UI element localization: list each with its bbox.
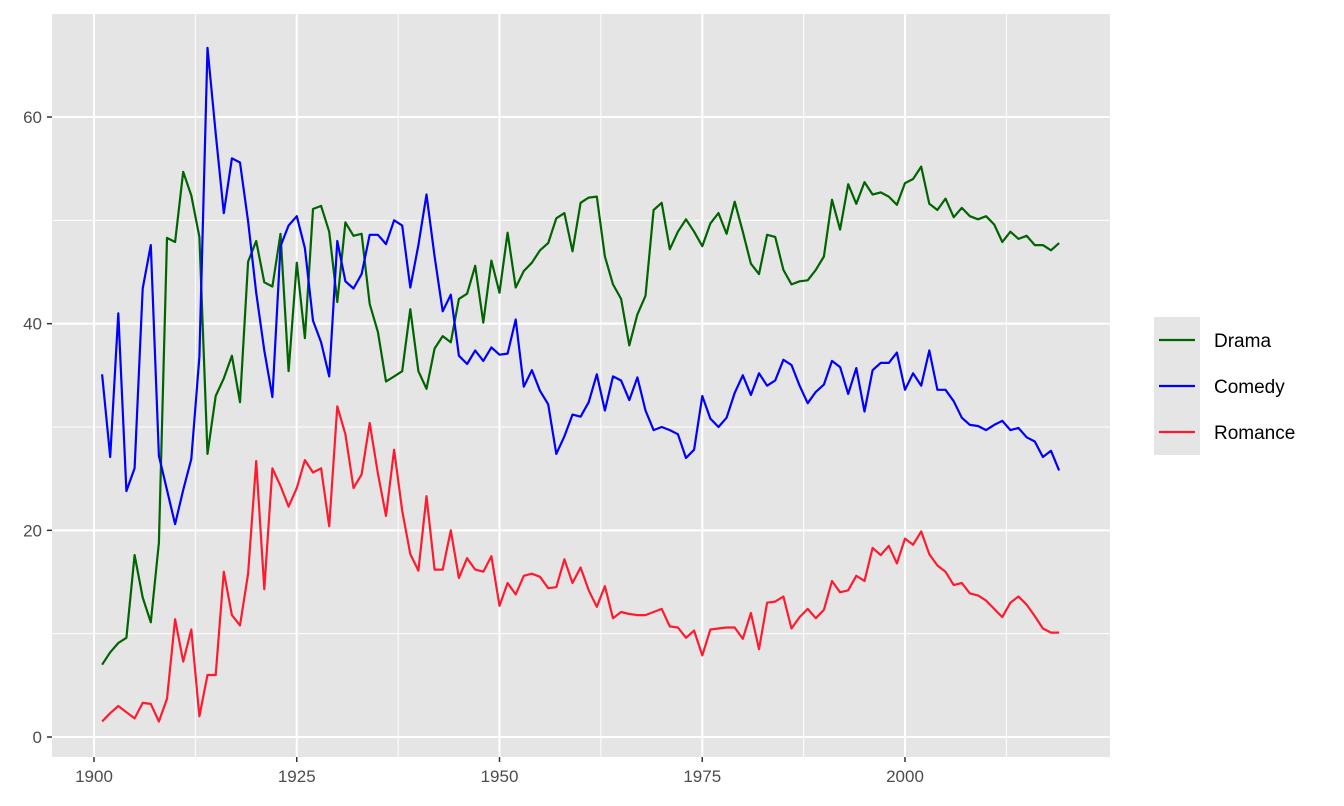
series-line-comedy <box>101 46 1061 526</box>
minor-gridlines <box>52 14 1110 757</box>
legend-label-drama: Drama <box>1214 331 1271 352</box>
legend-label-romance: Romance <box>1214 423 1295 444</box>
y-tick-label: 60 <box>23 108 42 127</box>
y-tick-label: 0 <box>33 728 42 747</box>
x-tick-label: 1950 <box>481 767 519 786</box>
legend-item-comedy: Comedy <box>1159 377 1285 398</box>
y-axis: 0 20 40 60 <box>23 108 52 747</box>
legend-label-comedy: Comedy <box>1214 377 1285 398</box>
data-series <box>101 46 1061 723</box>
x-tick-label: 1975 <box>683 767 721 786</box>
legend-item-drama: Drama <box>1159 331 1271 352</box>
x-axis: 1900 1925 1950 1975 2000 <box>75 757 924 786</box>
y-tick-label: 40 <box>23 315 42 334</box>
x-tick-label: 2000 <box>886 767 924 786</box>
x-tick-label: 1900 <box>75 767 113 786</box>
legend: Drama Comedy Romance <box>1154 317 1295 455</box>
legend-item-romance: Romance <box>1159 423 1295 444</box>
y-tick-label: 20 <box>23 521 42 540</box>
series-line-romance <box>101 405 1060 723</box>
x-tick-label: 1925 <box>278 767 316 786</box>
plot-panel <box>52 14 1110 757</box>
series-line-drama <box>101 165 1060 666</box>
